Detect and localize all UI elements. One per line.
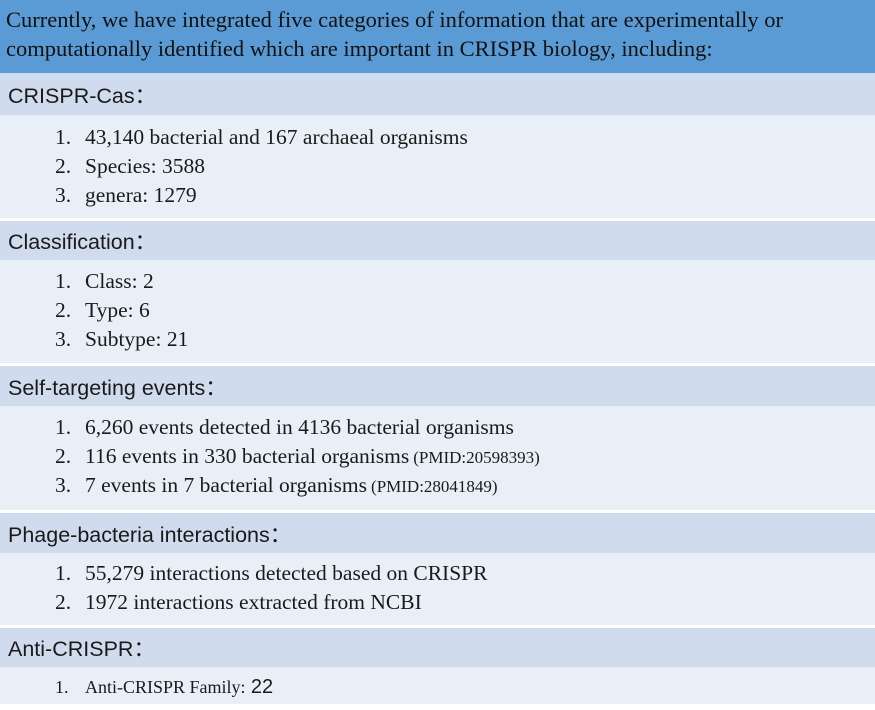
list-item: 1. 55,279 interactions detected based on … (55, 561, 487, 585)
list-item: 2. Type: 6 (55, 298, 150, 322)
intro-line-1: Currently, we have integrated five categ… (6, 7, 783, 32)
list-item: 2. 116 events in 330 bacterial organisms(… (55, 444, 540, 470)
item-text: Species: 3588 (85, 154, 206, 178)
item-number: 3. (55, 183, 72, 207)
pmid-reference: (PMID:28041849) (371, 477, 498, 496)
section-title-phage-bacteria: Phage-bacteria interactions： (0, 513, 875, 553)
section-title-anti-crispr: Anti-CRISPR： (0, 628, 875, 667)
section-title-classification: Classification： (0, 221, 875, 260)
item-number: 2. (55, 444, 72, 468)
item-number: 2. (55, 298, 72, 322)
item-number: 3. (55, 327, 72, 351)
item-text: 55,279 interactions detected based on CR… (85, 561, 488, 585)
section-title-crispr-cas: CRISPR-Cas： (0, 73, 875, 115)
pmid-reference: (PMID:20598393) (413, 448, 540, 467)
section-title-label: Classification： (8, 230, 157, 254)
section-title-label: Self-targeting events： (8, 375, 227, 400)
section-title-label: Anti-CRISPR： (8, 637, 155, 661)
item-number: 2. (55, 590, 72, 614)
list-item: 1. 6,260 events detected in 4136 bacteria… (55, 415, 514, 439)
item-number: 1. (55, 125, 72, 149)
list-item: 3. genera: 1279 (55, 183, 197, 207)
divider (0, 625, 875, 628)
list-item: 3. Subtype: 21 (55, 327, 188, 351)
item-text: Class: 2 (85, 269, 154, 293)
item-number: 1. (55, 269, 72, 293)
item-text: 43,140 bacterial and 167 archaeal organi… (85, 125, 468, 149)
item-text: 7 events in 7 bacterial organisms (85, 473, 368, 497)
list-item: 1. Class: 2 (55, 269, 154, 293)
item-number: 2. (55, 154, 72, 178)
section-body-crispr-cas: 1. 43,140 bacterial and 167 archaeal orga… (0, 115, 875, 218)
section-title-label: CRISPR-Cas： (8, 83, 157, 108)
divider (0, 510, 875, 513)
list-item: 1. Anti-CRISPR Family: 22 (55, 674, 273, 699)
item-text: 116 events in 330 bacterial organisms (85, 444, 410, 468)
item-text: genera: 1279 (85, 183, 197, 207)
list-item: 2. 1972 interactions extracted from NCBI (55, 590, 422, 614)
section-body-self-targeting: 1. 6,260 events detected in 4136 bacteria… (0, 406, 875, 510)
section-body-anti-crispr: 1. Anti-CRISPR Family: 22 (0, 667, 875, 704)
item-text: 1972 interactions extracted from NCBI (85, 590, 422, 614)
list-item: 2. Species: 3588 (55, 154, 205, 178)
item-number: 3. (55, 473, 72, 497)
item-text: Anti-CRISPR Family: (85, 677, 246, 697)
divider (0, 363, 875, 366)
list-item: 1. 43,140 bacterial and 167 archaeal orga… (55, 125, 468, 149)
list-item: 3. 7 events in 7 bacterial organisms (PMID… (55, 473, 498, 499)
item-number: 1. (55, 677, 69, 697)
item-text: Type: 6 (85, 298, 150, 322)
item-number: 1. (55, 561, 72, 585)
intro-banner: Currently, we have integrated five categ… (0, 0, 875, 73)
item-text: 6,260 events detected in 4136 bacterial … (85, 415, 514, 439)
divider (0, 218, 875, 221)
section-body-classification: 1. Class: 2 2. Type: 6 3. Subtype: 21 (0, 260, 875, 363)
item-text: Subtype: 21 (85, 327, 189, 351)
section-title-label: Phage-bacteria interactions： (8, 522, 292, 547)
intro-line-2: computationally identified which are imp… (6, 36, 713, 61)
item-value: 22 (250, 676, 274, 698)
item-number: 1. (55, 415, 72, 439)
section-title-self-targeting: Self-targeting events： (0, 366, 875, 406)
section-body-phage-bacteria: 1. 55,279 interactions detected based on … (0, 553, 875, 625)
